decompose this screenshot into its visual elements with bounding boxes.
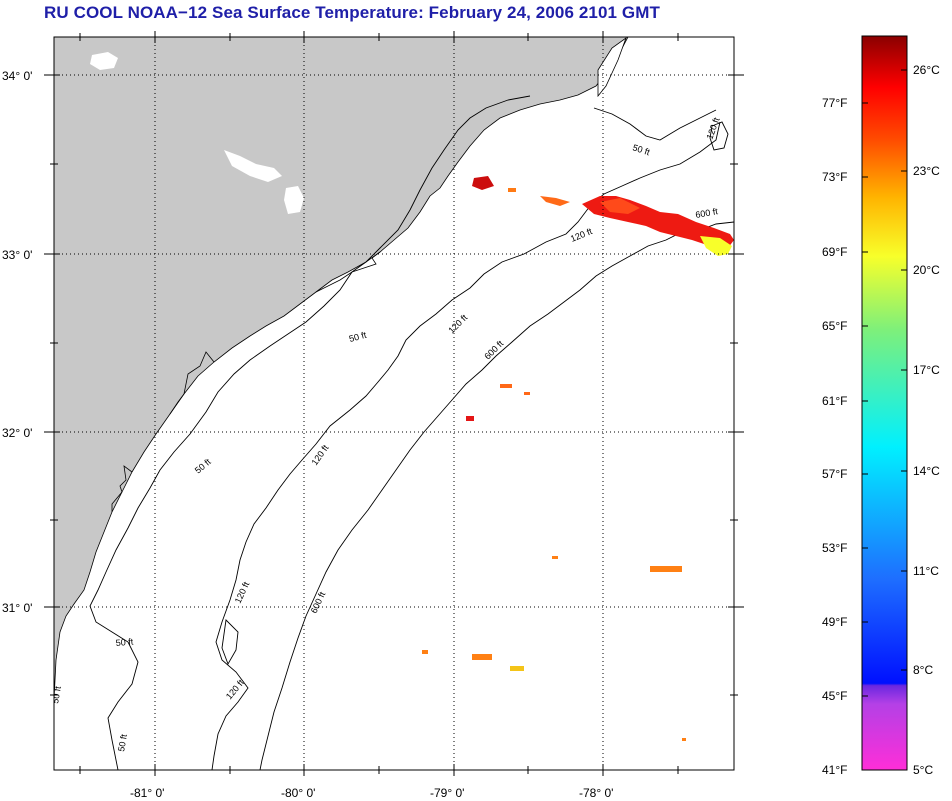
colorbar-ticks	[862, 69, 907, 697]
sst-warm-patch	[600, 198, 640, 214]
colorbar-c-label: 11°C	[913, 564, 939, 578]
lat-label: 31° 0'	[2, 601, 32, 615]
lake	[54, 700, 62, 760]
lake	[224, 150, 282, 182]
colorbar-f-label: 77°F	[822, 96, 847, 110]
sst-warm-patch	[540, 196, 570, 206]
sst-warm-patch	[466, 416, 474, 421]
colorbar-f-label: 65°F	[822, 319, 847, 333]
colorbar-c-label: 17°C	[913, 363, 940, 377]
contour-600ft	[259, 221, 734, 770]
lon-label: -80° 0'	[281, 786, 315, 800]
contour-50ft	[89, 95, 531, 770]
coastline-detail	[111, 465, 133, 512]
land	[54, 37, 629, 770]
colorbar	[861, 35, 908, 771]
sst-warm-patch	[524, 392, 530, 395]
colorbar-c-label: 20°C	[913, 263, 940, 277]
colorbar-c-label: 23°C	[913, 164, 940, 178]
lake	[90, 52, 118, 70]
colorbar-c-label: 5°C	[913, 763, 933, 777]
contour-label: 50 ft	[116, 733, 129, 752]
sst-warm-patch	[682, 738, 686, 741]
sst-warm-patch	[422, 650, 428, 654]
sst-warm-patch	[500, 384, 512, 388]
colorbar-f-label: 41°F	[822, 763, 847, 777]
lon-label: -81° 0'	[130, 786, 164, 800]
colorbar-c-label: 14°C	[913, 464, 940, 478]
colorbar-c-label: 26°C	[913, 63, 940, 77]
sst-warm-patch	[508, 188, 516, 192]
contour-label: 600 ft	[695, 206, 719, 220]
lon-label: -79° 0'	[430, 786, 464, 800]
colorbar-f-label: 73°F	[822, 170, 847, 184]
lon-label: -78° 0'	[579, 786, 613, 800]
coastline-detail	[315, 251, 381, 293]
lat-label: 33° 0'	[2, 248, 32, 262]
colorbar-f-label: 49°F	[822, 615, 847, 629]
contour-closed	[709, 121, 729, 151]
contour-label: 50 ft	[115, 636, 134, 648]
sst-warm-patch	[552, 556, 558, 559]
coastline-detail	[169, 351, 215, 415]
sst-mid-patch	[510, 666, 524, 671]
sst-warm-patch	[472, 176, 494, 190]
map-title: RU COOL NOAA−12 Sea Surface Temperature:…	[44, 3, 660, 22]
contour-50ft	[593, 107, 717, 141]
graticule	[54, 37, 734, 770]
barrier-island	[597, 37, 627, 98]
lat-label: 32° 0'	[2, 426, 32, 440]
colorbar-f-label: 61°F	[822, 394, 847, 408]
contour-label: 50 ft	[50, 685, 63, 704]
contour-closed	[221, 619, 239, 666]
contour-label: 50 ft	[348, 330, 368, 344]
colorbar-f-label: 45°F	[822, 689, 847, 703]
lat-label: 34° 0'	[2, 69, 32, 83]
colorbar-f-label: 53°F	[822, 541, 847, 555]
colorbar-f-label: 57°F	[822, 467, 847, 481]
sst-warm-patch	[472, 654, 492, 660]
colorbar-f-label: 69°F	[822, 245, 847, 259]
map-ticks	[44, 31, 744, 776]
sst-warm-patch	[650, 566, 682, 572]
colorbar-c-label: 8°C	[913, 663, 933, 677]
lake	[284, 186, 304, 214]
sst-mid-patch	[700, 236, 732, 256]
map-frame	[53, 36, 735, 771]
